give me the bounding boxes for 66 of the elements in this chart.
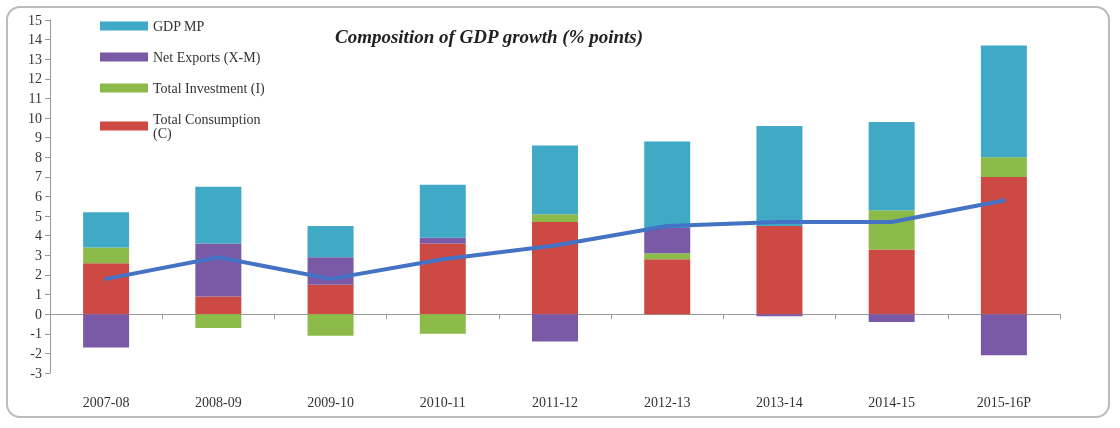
bar bbox=[307, 314, 354, 336]
y-tick-label: -1 bbox=[30, 326, 42, 342]
bar bbox=[307, 284, 354, 315]
x-tick-label: 2012-13 bbox=[643, 394, 691, 410]
y-tick-label: 15 bbox=[28, 12, 42, 28]
y-tick-label: 5 bbox=[35, 208, 42, 224]
y-tick-label: 9 bbox=[35, 130, 42, 146]
bar bbox=[419, 243, 466, 315]
bar bbox=[868, 314, 915, 323]
y-tick-label: 4 bbox=[35, 228, 42, 244]
bar bbox=[195, 296, 242, 315]
x-tick-label: 2011-12 bbox=[531, 394, 579, 410]
bar bbox=[195, 186, 242, 244]
bar bbox=[980, 176, 1027, 315]
x-tick-label: 2014-15 bbox=[868, 394, 915, 410]
y-tick-label: 3 bbox=[35, 247, 42, 263]
y-tick-label: 12 bbox=[28, 71, 42, 87]
bar bbox=[419, 237, 466, 244]
y-tick-label: 14 bbox=[28, 32, 42, 48]
bar bbox=[419, 184, 466, 238]
legend-label: Total Consumption (C) bbox=[153, 111, 265, 142]
bar bbox=[83, 263, 130, 315]
bar bbox=[756, 225, 803, 315]
bar bbox=[195, 314, 242, 328]
chart-title: Composition of GDP growth (% points) bbox=[335, 26, 644, 48]
x-tick-label: 2009-10 bbox=[307, 394, 354, 410]
bar bbox=[644, 253, 691, 260]
bar bbox=[868, 121, 915, 211]
y-tick-label: 11 bbox=[28, 90, 42, 106]
x-tick-label: 2015-16P bbox=[976, 394, 1032, 410]
x-tick-label: 2007-08 bbox=[82, 394, 130, 410]
bar bbox=[83, 314, 130, 348]
y-tick-label: 1 bbox=[35, 287, 42, 303]
bar bbox=[644, 141, 691, 228]
bar bbox=[532, 221, 578, 315]
bar bbox=[532, 145, 578, 215]
bar bbox=[532, 214, 578, 222]
bar bbox=[419, 314, 466, 334]
bar bbox=[195, 243, 242, 297]
y-tick-label: 8 bbox=[35, 149, 42, 165]
legend-label: Net Exports (X-M) bbox=[153, 49, 261, 66]
y-tick-label: 7 bbox=[35, 169, 42, 185]
line-series bbox=[104, 198, 1006, 281]
y-tick-label: 0 bbox=[35, 306, 42, 322]
bar bbox=[756, 125, 803, 226]
x-tick-label: 2010-11 bbox=[419, 394, 466, 410]
y-tick-label: 13 bbox=[28, 51, 42, 67]
legend-label: Total Investment (I) bbox=[153, 80, 266, 97]
y-tick-label: 2 bbox=[35, 267, 42, 283]
bar bbox=[868, 249, 915, 315]
y-tick-label: 6 bbox=[35, 189, 42, 204]
bar bbox=[83, 247, 130, 264]
x-tick-label: 2008-09 bbox=[195, 394, 242, 410]
legend-label: GDP MP bbox=[153, 18, 205, 34]
bar bbox=[83, 212, 130, 248]
x-tick-label: 2013-14 bbox=[756, 394, 803, 410]
bar bbox=[532, 314, 578, 342]
y-tick-label: -2 bbox=[30, 345, 42, 361]
bar bbox=[307, 225, 354, 258]
bar bbox=[980, 157, 1027, 177]
bar bbox=[644, 259, 691, 315]
bar bbox=[980, 45, 1027, 158]
bar bbox=[644, 227, 691, 254]
y-tick-label: 10 bbox=[28, 110, 42, 126]
bar bbox=[980, 314, 1027, 356]
y-tick-label: -3 bbox=[30, 365, 42, 381]
